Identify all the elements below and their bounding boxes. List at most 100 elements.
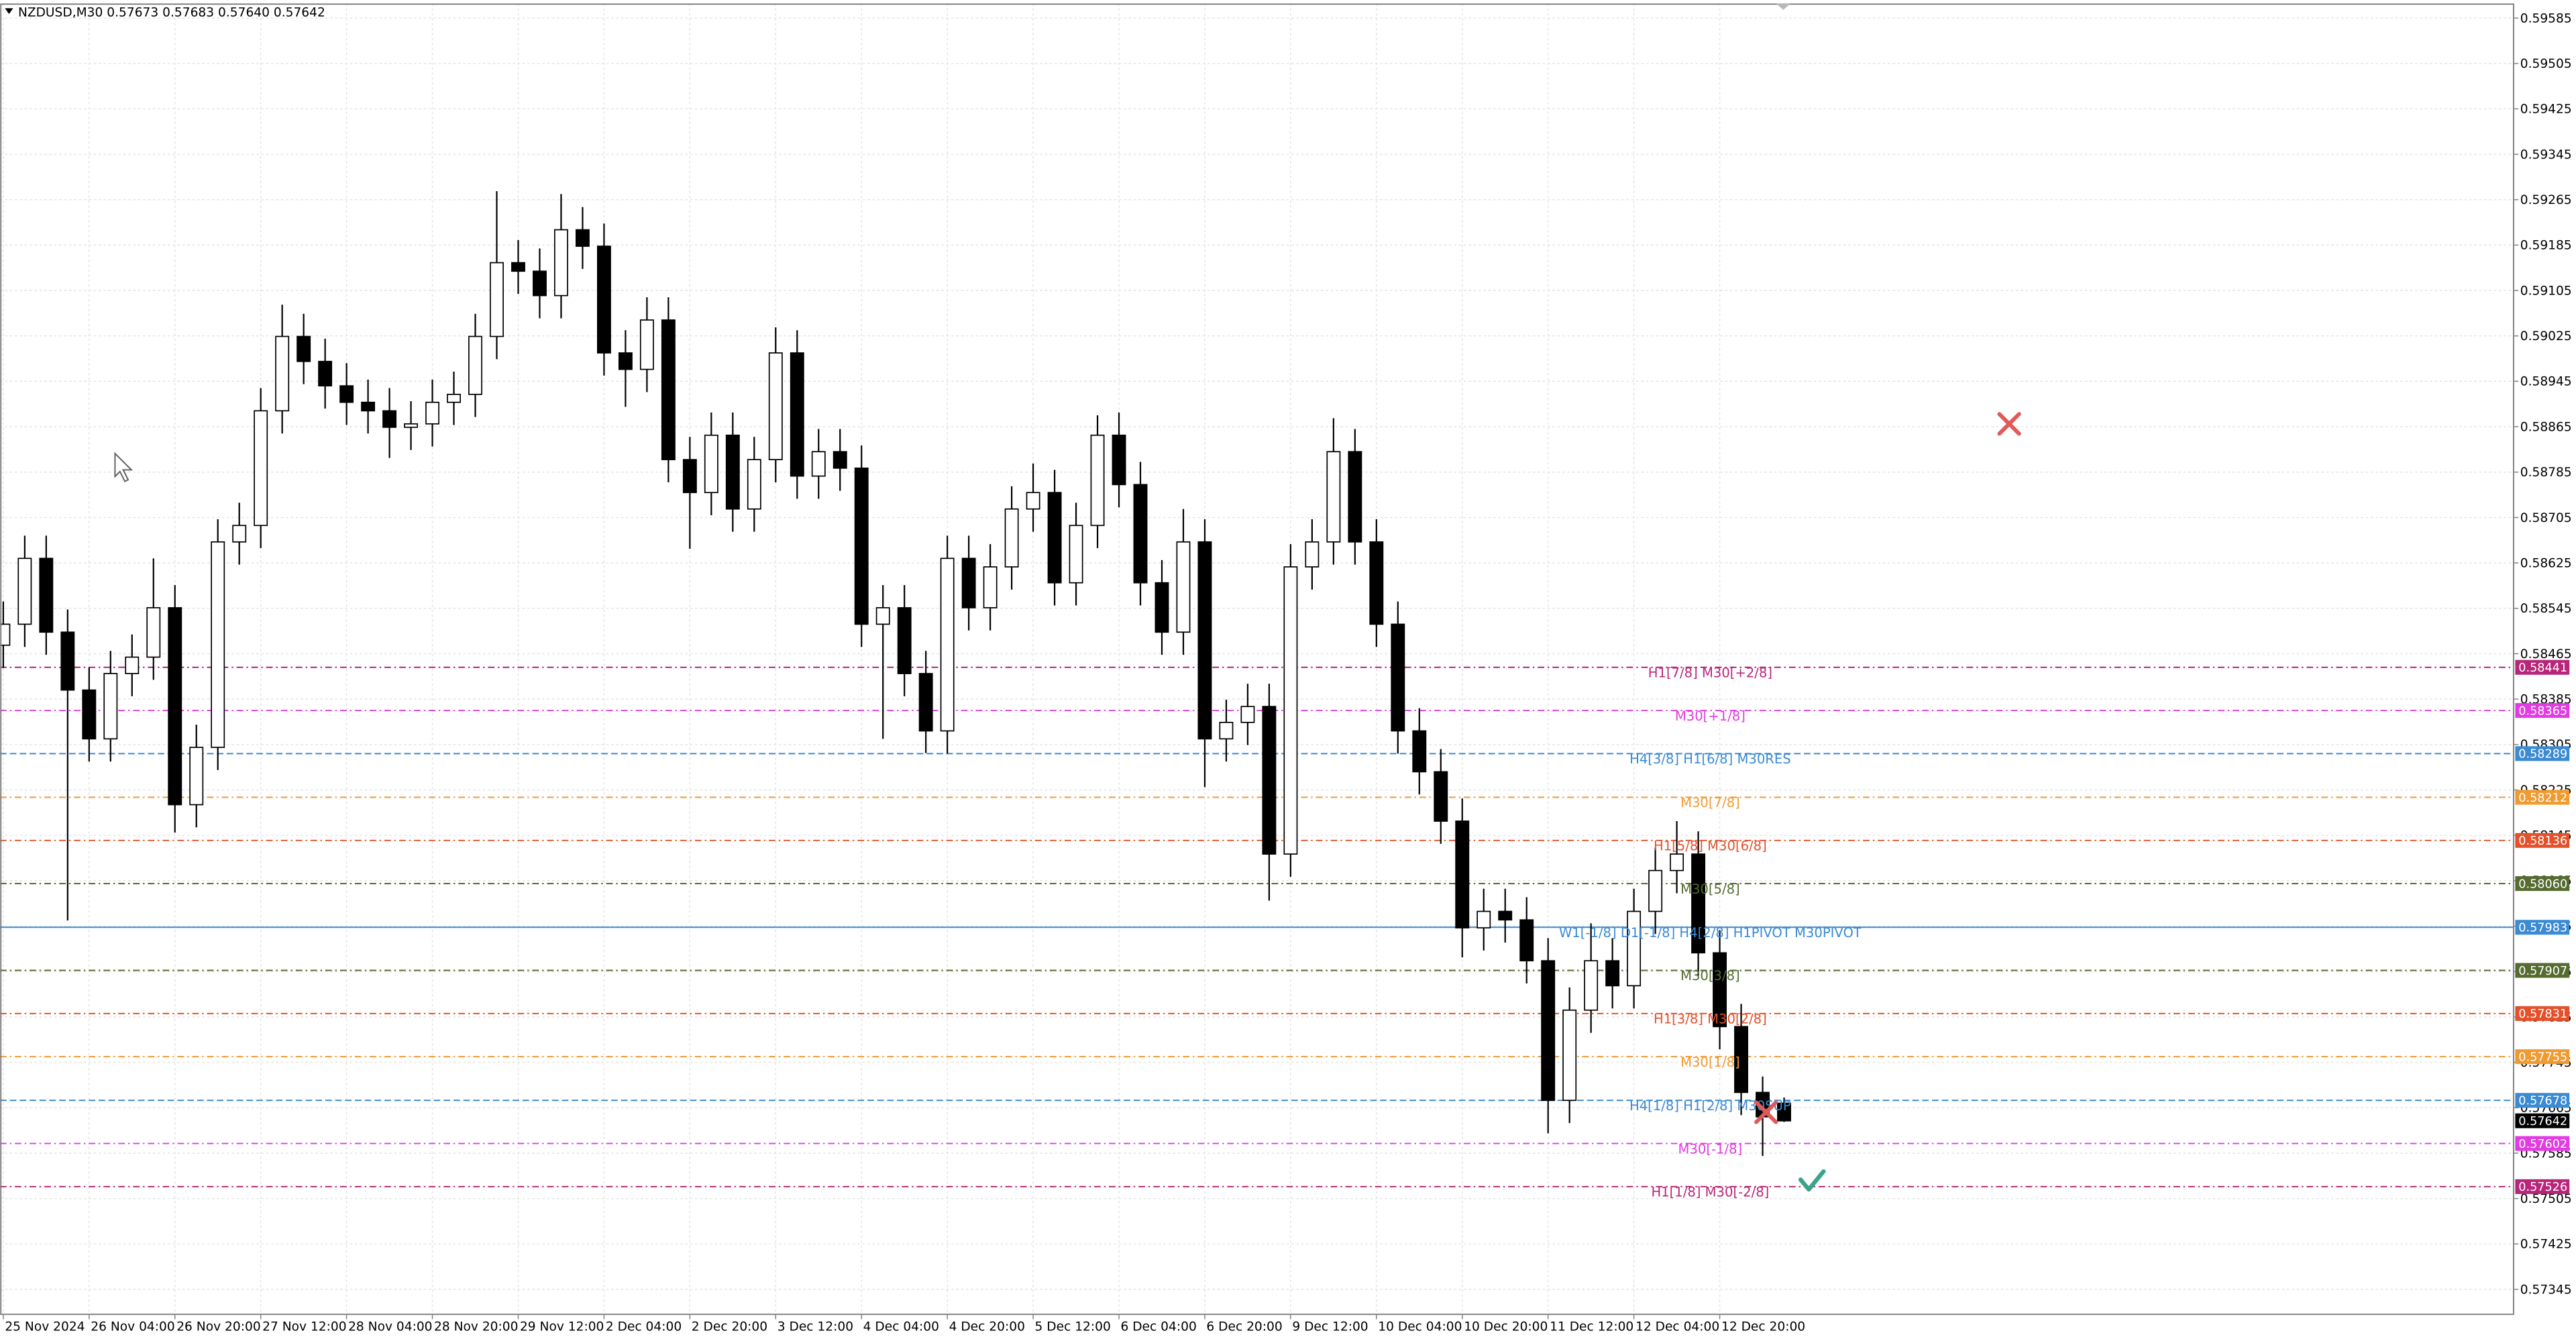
y-tick-label: 0.59265: [2520, 193, 2572, 207]
level-price-tag: [2515, 659, 2570, 675]
candle-body: [1155, 582, 1169, 633]
candle-body: [1477, 910, 1491, 928]
candle-body: [146, 607, 161, 658]
candle-body: [1219, 721, 1234, 740]
candle-body: [618, 352, 633, 370]
candle-body: [254, 410, 268, 527]
level-label: H4[1/8] H1[2/8] M30SUP: [1629, 1098, 1791, 1114]
candle-body: [1240, 706, 1255, 723]
candle-body: [468, 335, 482, 395]
candle-body: [490, 262, 504, 337]
candle-body: [382, 410, 397, 428]
candle-body: [361, 401, 376, 412]
level-price-label: 0.58060: [2518, 877, 2567, 891]
plot-frame: [0, 3, 2514, 1316]
cross-marker: [1754, 1100, 1778, 1124]
candle-body: [1434, 771, 1448, 822]
level-price-tag: [2515, 1093, 2570, 1108]
last-price-tag: [2515, 1113, 2570, 1128]
level-price-label: 0.57678: [2518, 1095, 2567, 1108]
candle-body: [0, 623, 11, 646]
candle-body: [1112, 434, 1126, 486]
x-tick-label: 11 Dec 12:00: [1550, 1320, 1633, 1334]
level-price-label: 0.58441: [2518, 661, 2567, 675]
candle-body: [596, 246, 611, 354]
level-price-tag: [2515, 790, 2570, 805]
candle-body: [1197, 541, 1212, 740]
x-tick-label: 12 Dec 04:00: [1635, 1320, 1719, 1334]
candle-body: [1562, 1009, 1577, 1102]
candle-body: [318, 360, 333, 387]
candle-body: [833, 451, 847, 469]
level-price-tag: [2515, 1179, 2570, 1194]
level-label: M30[3/8]: [1680, 968, 1740, 983]
candle-body: [1004, 508, 1019, 568]
y-tick-label: 0.58785: [2520, 466, 2572, 480]
candle-body: [854, 467, 869, 625]
candle-layer: [0, 191, 1791, 1157]
candle-body: [1670, 853, 1684, 871]
x-tick-label: 26 Nov 20:00: [176, 1320, 260, 1334]
y-tick-label: 0.58465: [2520, 647, 2572, 661]
x-tick-label: 5 Dec 12:00: [1035, 1320, 1111, 1334]
candle-body: [1133, 484, 1148, 584]
y-tick-label: 0.58945: [2520, 375, 2572, 389]
candle-body: [1627, 910, 1642, 987]
level-price-label: 0.57907: [2518, 965, 2567, 978]
candle-body: [189, 747, 204, 806]
y-tick-label: 0.59105: [2520, 284, 2572, 298]
candle-body: [168, 607, 182, 806]
cross-marker: [1997, 412, 2021, 436]
candle-body: [1734, 1026, 1748, 1093]
candle-body: [1541, 960, 1556, 1102]
level-label: H4[3/8] H1[6/8] M30RES: [1629, 751, 1791, 767]
candle-body: [339, 385, 354, 403]
candle-body: [1713, 952, 1727, 1028]
label-layer: H1[7/8] M30[+2/8] M30[+1/8] H4[3/8] H1[6/8…: [1559, 665, 1862, 1199]
level-price-label: 0.57983: [2518, 922, 2567, 935]
level-price-tag: [2515, 963, 2570, 978]
symbol-menu-arrow[interactable]: [5, 8, 13, 14]
x-tick-label: 28 Nov 20:00: [434, 1320, 518, 1334]
x-tick-label: 9 Dec 12:00: [1292, 1320, 1368, 1334]
candle-body: [725, 434, 740, 510]
candle-body: [447, 393, 461, 403]
x-tick-label: 28 Nov 04:00: [348, 1320, 432, 1334]
candle-body: [682, 459, 697, 494]
level-price-tag: [2515, 1136, 2570, 1151]
level-price-label: 0.58365: [2518, 704, 2567, 718]
candle-body: [1026, 492, 1040, 510]
candle-body: [17, 557, 32, 625]
candle-body: [1391, 623, 1405, 732]
candle-body: [1412, 730, 1427, 773]
level-price-tag: [2515, 746, 2570, 761]
candle-body: [275, 335, 290, 412]
level-price-tag: [2515, 920, 2570, 935]
y-tick-label: 0.59345: [2520, 148, 2572, 162]
tag-layer: 0.58441 0.58365 0.58289 0.58212 0.58136 0.580…: [2515, 659, 2570, 1194]
y-tick-label: 0.58865: [2520, 420, 2572, 434]
candle-body: [404, 423, 419, 428]
candle-body: [211, 541, 225, 748]
level-price-label: 0.57602: [2518, 1138, 2567, 1151]
candle-body: [1369, 541, 1384, 625]
y-tick-label: 0.59025: [2520, 329, 2572, 343]
shift-marker: [1776, 3, 1791, 10]
y-tick-label: 0.59585: [2520, 11, 2572, 25]
x-tick-label: 6 Dec 04:00: [1120, 1320, 1196, 1334]
level-label: H1[3/8] M30[2/8]: [1654, 1012, 1767, 1027]
candle-body: [554, 229, 568, 297]
y-tick-label: 0.57345: [2520, 1283, 2572, 1297]
x-tick-label: 12 Dec 20:00: [1721, 1320, 1805, 1334]
candle-body: [811, 451, 826, 477]
candle-body: [425, 401, 440, 425]
last-price-label: 0.57642: [2518, 1115, 2567, 1128]
candle-body: [1498, 910, 1513, 921]
candle-body: [82, 689, 97, 740]
candle-body: [897, 607, 912, 674]
x-tick-label: 2 Dec 20:00: [692, 1320, 767, 1334]
level-price-label: 0.58212: [2518, 792, 2567, 805]
x-tick-label: 6 Dec 20:00: [1206, 1320, 1282, 1334]
candle-body: [1605, 960, 1620, 987]
